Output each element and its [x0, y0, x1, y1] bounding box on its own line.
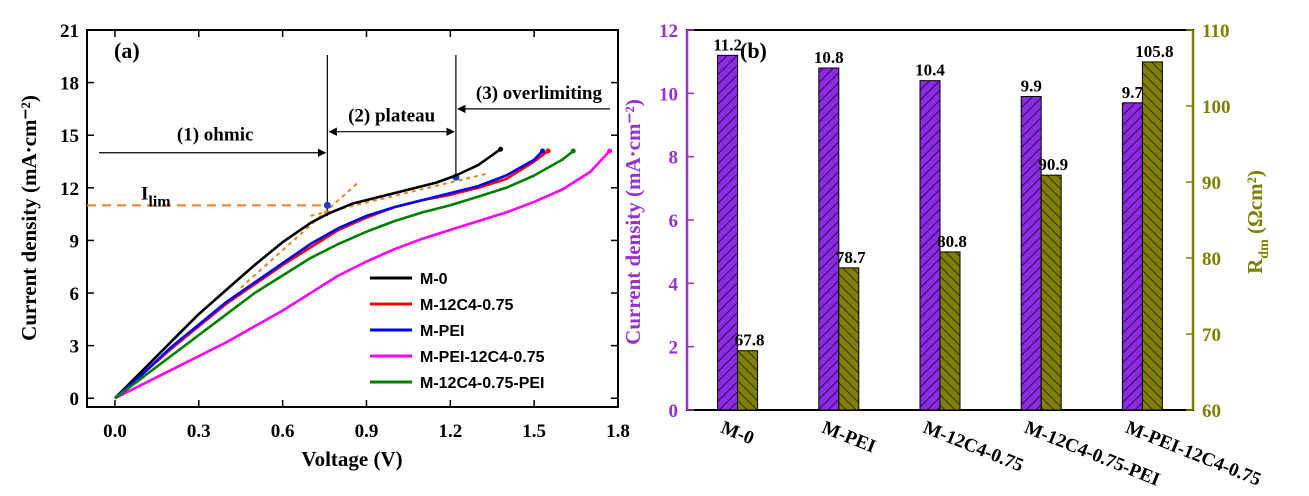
x-tick-label-a: 0.9	[355, 421, 379, 442]
region-label-ohmic: (1) ohmic	[177, 125, 254, 146]
region-label-plateau: (2) plateau	[348, 106, 436, 127]
series-endpoint-4	[570, 148, 576, 154]
y-tick-label-left-b: 12	[659, 21, 678, 42]
plateau-tangent	[310, 172, 487, 217]
y-tick-label-right-b: 60	[1202, 401, 1221, 422]
annotations-a: (1) ohmic (2) plateau (3) overlimiting Ilim	[87, 55, 610, 289]
x-tick-label-a: 0.3	[187, 421, 211, 442]
limiting-point	[323, 201, 331, 209]
y-axis-label-a: Current density (mA·cm⁻²)	[17, 95, 41, 341]
bar-rdm	[737, 350, 759, 411]
y-tick-label-right-b: 80	[1202, 249, 1221, 270]
region-label-overlimiting: (3) overlimiting	[476, 83, 603, 104]
legend-label-4: M-12C4-0.75-PEI	[420, 375, 545, 392]
y-axis-label-left-b: Current density (mA·cm⁻²)	[621, 99, 645, 345]
x-tick-label-a: 1.2	[438, 421, 462, 442]
y-tick-label-a: 0	[70, 389, 80, 410]
y-tick-label-a: 21	[60, 21, 79, 42]
bar-value-label: 78.7	[836, 248, 866, 267]
y-tick-label-a: 9	[70, 231, 80, 252]
rdm-symbol: R	[1243, 258, 1267, 274]
bar-current-density	[1121, 102, 1143, 411]
ilim-subscript: lim	[148, 193, 171, 210]
ilim-symbol: I	[141, 183, 148, 204]
bar-value-label: 11.2	[713, 35, 742, 54]
bar-value-label: 80.8	[937, 232, 967, 251]
series-a	[113, 146, 613, 400]
bar-value-label: 105.8	[1135, 42, 1173, 61]
series-line-m-pei-12c4-0-75	[114, 150, 611, 400]
y-tick-label-left-b: 6	[669, 211, 679, 232]
series-endpoint-3	[607, 148, 613, 154]
category-label: M-12C4-0.75	[920, 417, 1026, 476]
y-tick-label-right-b: 90	[1202, 173, 1221, 194]
y-tick-label-a: 15	[60, 126, 79, 147]
x-tick-label-a: 0.0	[103, 421, 127, 442]
bar-rdm	[838, 267, 860, 411]
bar-value-label: 10.4	[915, 61, 945, 80]
series-endpoint-2	[540, 148, 546, 154]
plot-frame-a	[86, 29, 619, 408]
x-tick-label-a: 1.8	[606, 421, 630, 442]
y-tick-label-right-b: 100	[1202, 97, 1231, 118]
ohmic-tangent	[240, 181, 359, 289]
bar-rdm	[1040, 174, 1062, 411]
line-chart-panel-a: (a) 0.0 0.3 0.6 0.9 1.2 1.5 1.8 0 3 6 9 12 15 18 21 (1…	[17, 21, 630, 471]
x-tick-label-a: 1.5	[522, 421, 546, 442]
y-tick-label-a: 12	[60, 179, 79, 200]
y-axis-label-right-b: Rdm (Ωcm²)	[1243, 170, 1272, 274]
legend-a: M-0 M-12C4-0.75 M-PEI M-PEI-12C4-0.75 M-12C4…	[370, 271, 545, 392]
ilim-label: Ilim	[141, 183, 171, 210]
axes-a: 0.0 0.3 0.6 0.9 1.2 1.5 1.8 0 3 6 9 12 15 18 21	[60, 21, 630, 442]
y-tick-label-left-b: 10	[659, 84, 678, 105]
series-line-m-0	[113, 148, 502, 400]
bar-value-label: 90.9	[1038, 155, 1068, 174]
y-tick-label-a: 6	[70, 284, 80, 305]
legend-label-2: M-PEI	[420, 323, 464, 340]
bar-value-label: 9.7	[1122, 83, 1144, 102]
series-line-m-12c4-0-75-pei	[114, 149, 575, 400]
rdm-subscript: dm	[1257, 239, 1272, 259]
series-endpoint-1	[545, 148, 551, 154]
bar-current-density	[919, 80, 941, 411]
series-line-m-12c4-0-75	[114, 149, 549, 400]
x-axis-label-a: Voltage (V)	[301, 447, 402, 471]
bar-chart-panel-b: (b) 0 2 4 6 8 10 12 60 70 80 90 100 110 11.2 67.8 10.8…	[621, 21, 1272, 491]
series-endpoint-0	[498, 146, 504, 152]
legend-label-3: M-PEI-12C4-0.75	[420, 349, 545, 366]
series-line-m-pei	[114, 150, 544, 400]
bar-current-density	[1020, 96, 1042, 411]
y-tick-label-a: 18	[60, 74, 79, 95]
panel-label-a: (a)	[114, 38, 140, 63]
panel-label-b: (b)	[740, 38, 767, 63]
legend-label-1: M-12C4-0.75	[420, 297, 513, 314]
bar-rdm	[939, 251, 961, 411]
x-tick-label-a: 0.6	[271, 421, 295, 442]
bars-b: 11.2 67.8 10.8 78.7 10.4 80.8 9.9 90.9 9.7 105.8	[713, 35, 1174, 411]
y-tick-label-left-b: 8	[669, 148, 679, 169]
rdm-unit: (Ωcm²)	[1243, 170, 1267, 239]
y-tick-label-left-b: 2	[669, 338, 679, 359]
bar-rdm	[1141, 61, 1163, 411]
bar-value-label: 10.8	[814, 48, 844, 67]
bar-current-density	[818, 67, 840, 411]
bar-value-label: 9.9	[1021, 77, 1042, 96]
bar-current-density	[717, 54, 739, 411]
category-labels-b: M-0 M-PEI M-12C4-0.75M-12C4-0.75-PEIM-PEI-…	[718, 417, 1264, 490]
y-tick-label-a: 3	[70, 337, 80, 358]
axes-b: 0 2 4 6 8 10 12 60 70 80 90 100 110	[659, 21, 1231, 422]
category-label: M-PEI	[819, 417, 879, 457]
y-tick-label-right-b: 70	[1202, 325, 1221, 346]
y-tick-label-right-b: 110	[1202, 21, 1229, 42]
category-label: M-0	[718, 417, 757, 449]
y-tick-label-left-b: 4	[669, 274, 679, 295]
legend-label-0: M-0	[420, 271, 448, 288]
y-tick-label-left-b: 0	[669, 401, 679, 422]
bar-value-label: 67.8	[735, 331, 765, 350]
